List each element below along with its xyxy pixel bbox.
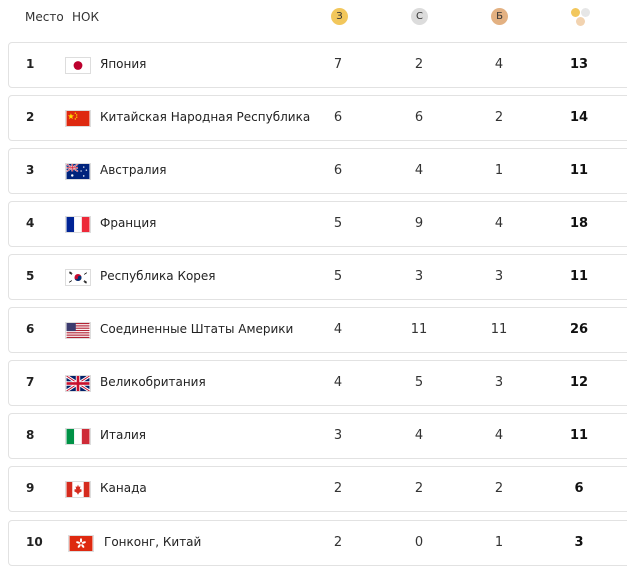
total-count: 14 (569, 110, 589, 125)
bronze-count: 1 (494, 163, 504, 178)
country-name[interactable]: Австралия (100, 163, 167, 177)
gold-count: 5 (333, 269, 343, 284)
bronze-count: 11 (490, 322, 508, 337)
total-count: 13 (569, 57, 589, 72)
korea-flag-icon (65, 269, 91, 286)
country-name[interactable]: Соединенные Штаты Америки (100, 322, 294, 336)
gold-count: 6 (333, 110, 343, 125)
rank-cell: 8 (26, 428, 35, 442)
total-count: 11 (569, 163, 589, 178)
table-row[interactable]: 3 Австралия 6 4 1 11 (8, 148, 627, 194)
rank-cell: 6 (26, 322, 35, 336)
table-row[interactable]: 5 Республика Корея 5 3 3 11 (8, 254, 627, 300)
silver-count: 2 (414, 57, 424, 72)
bronze-column-header[interactable]: Б (491, 8, 508, 25)
total-count: 26 (569, 322, 589, 337)
rank-cell: 9 (26, 481, 35, 495)
bronze-count: 4 (494, 57, 504, 72)
table-row[interactable]: 6 Соединенные Штаты Америки 4 11 11 26 (8, 307, 627, 353)
total-count: 12 (569, 375, 589, 390)
silver-count: 0 (414, 535, 424, 550)
total-count: 3 (574, 535, 584, 550)
table-row[interactable]: 7 Великобритания 4 5 3 12 (8, 360, 627, 406)
rank-cell: 2 (26, 110, 35, 124)
gold-count: 2 (333, 481, 343, 496)
bronze-count: 3 (494, 375, 504, 390)
bronze-count: 2 (494, 481, 504, 496)
rank-column-header[interactable]: Место (25, 10, 64, 24)
rank-cell: 7 (26, 375, 35, 389)
bronze-count: 4 (494, 428, 504, 443)
gold-count: 2 (333, 535, 343, 550)
medal-table-header: Место НОК З С Б (0, 0, 627, 36)
table-row[interactable]: 10 Гонконг, Китай 2 0 1 3 (8, 520, 627, 566)
china-flag-icon (65, 110, 91, 127)
rank-cell: 10 (26, 535, 43, 549)
country-name[interactable]: Италия (100, 428, 147, 442)
country-name[interactable]: Республика Корея (100, 269, 216, 283)
hong-kong-flag-icon (68, 535, 94, 552)
rank-cell: 1 (26, 57, 35, 71)
rank-cell: 4 (26, 216, 35, 230)
silver-count: 6 (414, 110, 424, 125)
country-name[interactable]: Япония (100, 57, 147, 71)
gold-count: 3 (333, 428, 343, 443)
country-name[interactable]: Китайская Народная Республика (100, 110, 311, 124)
australia-flag-icon (65, 163, 91, 180)
gold-count: 4 (333, 375, 343, 390)
bronze-count: 1 (494, 535, 504, 550)
italy-flag-icon (65, 428, 91, 445)
bronze-count: 2 (494, 110, 504, 125)
total-count: 6 (574, 481, 584, 496)
silver-count: 9 (414, 216, 424, 231)
table-row[interactable]: 1 Япония 7 2 4 13 (8, 42, 627, 88)
silver-count: 4 (414, 428, 424, 443)
medals-total-icon[interactable] (571, 8, 591, 28)
total-count: 11 (569, 269, 589, 284)
gold-count: 4 (333, 322, 343, 337)
bronze-count: 4 (494, 216, 504, 231)
total-count: 18 (569, 216, 589, 231)
canada-flag-icon (65, 481, 91, 498)
silver-column-header[interactable]: С (411, 8, 428, 25)
table-row[interactable]: 2 Китайская Народная Республика 6 6 2 14 (8, 95, 627, 141)
silver-count: 3 (414, 269, 424, 284)
table-row[interactable]: 9 Канада 2 2 2 6 (8, 466, 627, 512)
table-row[interactable]: 8 Италия 3 4 4 11 (8, 413, 627, 459)
silver-count: 2 (414, 481, 424, 496)
silver-count: 11 (410, 322, 428, 337)
country-name[interactable]: Великобритания (100, 375, 206, 389)
gold-count: 5 (333, 216, 343, 231)
country-name[interactable]: Канада (100, 481, 147, 495)
uk-flag-icon (65, 375, 91, 392)
country-name[interactable]: Гонконг, Китай (104, 535, 202, 549)
table-row[interactable]: 4 Франция 5 9 4 18 (8, 201, 627, 247)
total-count: 11 (569, 428, 589, 443)
gold-count: 7 (333, 57, 343, 72)
country-name[interactable]: Франция (100, 216, 157, 230)
japan-flag-icon (65, 57, 91, 74)
france-flag-icon (65, 216, 91, 233)
gold-column-header[interactable]: З (331, 8, 348, 25)
silver-count: 4 (414, 163, 424, 178)
noc-column-header[interactable]: НОК (72, 10, 99, 24)
gold-count: 6 (333, 163, 343, 178)
usa-flag-icon (65, 322, 91, 339)
rank-cell: 5 (26, 269, 35, 283)
rank-cell: 3 (26, 163, 35, 177)
bronze-count: 3 (494, 269, 504, 284)
silver-count: 5 (414, 375, 424, 390)
